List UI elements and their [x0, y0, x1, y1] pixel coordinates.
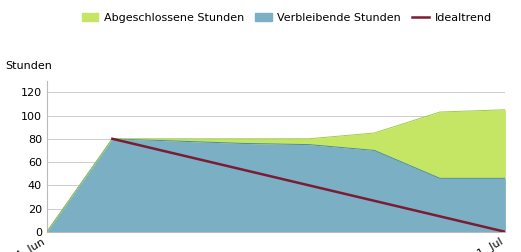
Legend: Abgeschlossene Stunden, Verbleibende Stunden, Idealtrend: Abgeschlossene Stunden, Verbleibende Stu…: [77, 8, 496, 27]
Text: Stunden: Stunden: [5, 60, 52, 71]
